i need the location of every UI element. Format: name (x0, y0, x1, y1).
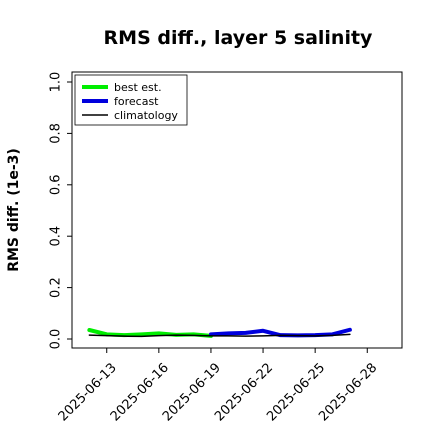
y-tick-label: 0.0 (49, 329, 64, 350)
y-tick-label: 0.2 (49, 277, 64, 298)
series-line-forecast (208, 327, 352, 338)
y-tick-label: 1.0 (49, 72, 64, 93)
plot-frame (71, 71, 403, 349)
y-tick-label: 0.6 (49, 174, 64, 195)
series-line-best-est (87, 328, 213, 338)
tick-marks (67, 81, 368, 353)
series-lines (87, 327, 352, 338)
legend-label-climatology: climatology (114, 109, 178, 122)
legend-label-forecast: forecast (114, 95, 159, 108)
y-tick-label: 0.4 (49, 226, 64, 247)
series-line-climatology (88, 333, 351, 338)
legend-label-best-est: best est. (114, 81, 162, 94)
y-axis-label: RMS diff. (1e-3) (6, 148, 22, 272)
chart-title: RMS diff., layer 5 salinity (104, 27, 374, 49)
legend: best est. forecast climatology (74, 74, 188, 126)
y-tick-label: 0.8 (49, 123, 64, 144)
